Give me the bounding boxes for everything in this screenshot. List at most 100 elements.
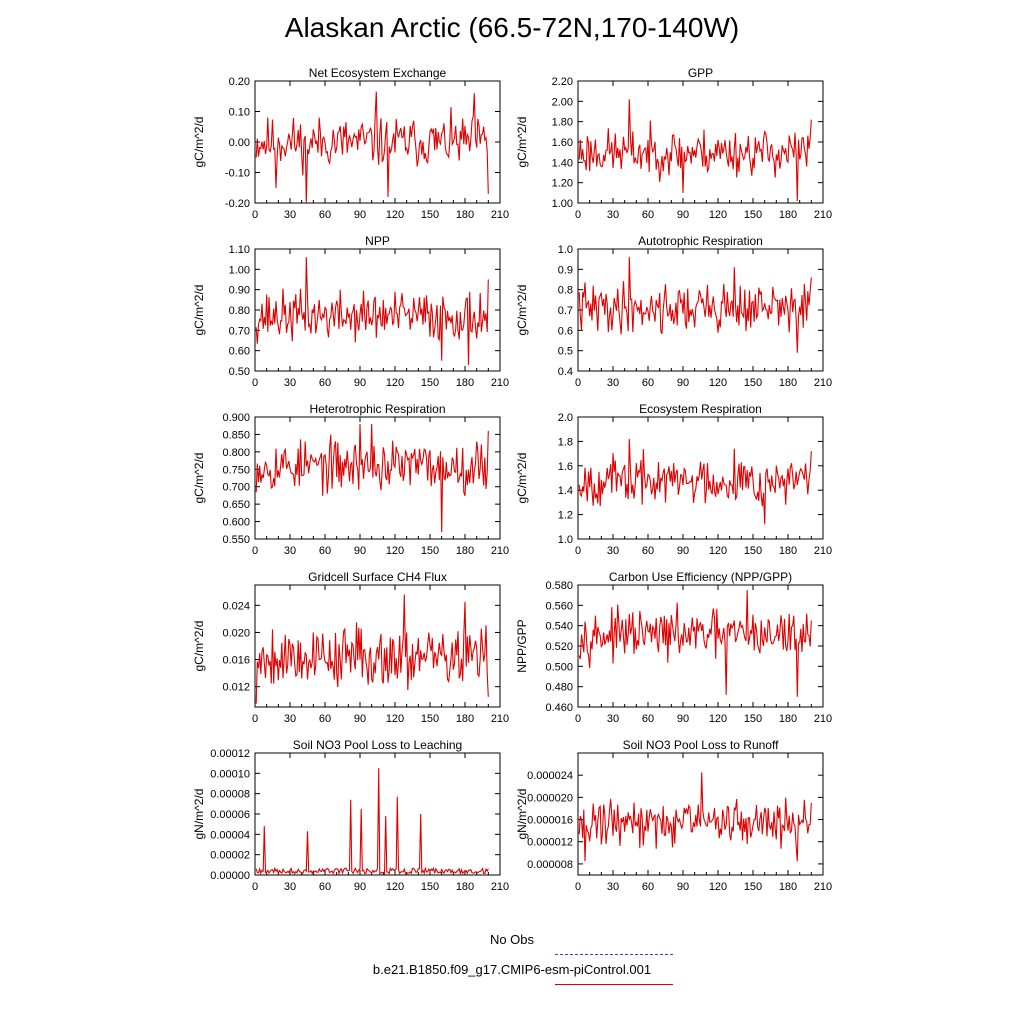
- plot-frame: [577, 752, 824, 876]
- x-tick-label: 0: [575, 209, 581, 221]
- x-tick-label: 150: [744, 377, 762, 389]
- x-tick-label: 0: [252, 713, 258, 725]
- y-tick-label: 0.6: [558, 325, 573, 337]
- y-tick-label: 0.540: [545, 621, 573, 633]
- x-tick-label: 180: [456, 377, 474, 389]
- x-tick-label: 0: [252, 881, 258, 893]
- y-tick-label: 0.480: [545, 682, 573, 694]
- y-tick-label: 0.520: [545, 641, 573, 653]
- x-tick-label: 120: [709, 881, 727, 893]
- plot-frame: [577, 416, 824, 540]
- x-tick-label: 0: [252, 377, 258, 389]
- y-tick-label: 0.000012: [527, 837, 573, 849]
- x-tick-label: 150: [744, 209, 762, 221]
- legend-obs-line: [555, 954, 673, 955]
- x-tick-label: 30: [607, 713, 619, 725]
- x-tick-label: 150: [744, 713, 762, 725]
- x-tick-label: 210: [814, 209, 832, 221]
- y-tick-label: 0.00000: [210, 870, 250, 882]
- x-tick-label: 120: [386, 881, 404, 893]
- y-tick-label: 0.500: [545, 661, 573, 673]
- page-title: Alaskan Arctic (66.5-72N,170-140W): [284, 12, 740, 43]
- y-tick-label: 1.0: [558, 534, 573, 546]
- x-tick-label: 120: [709, 545, 727, 557]
- y-tick-label: 0.750: [222, 464, 250, 476]
- x-tick-label: 120: [386, 545, 404, 557]
- y-tick-label: 0.000024: [527, 770, 573, 782]
- x-tick-label: 60: [319, 209, 331, 221]
- x-tick-label: 30: [607, 881, 619, 893]
- x-tick-label: 150: [421, 377, 439, 389]
- panel-title: Carbon Use Efficiency (NPP/GPP): [609, 570, 792, 584]
- series-line: [255, 423, 489, 533]
- x-tick-label: 180: [456, 209, 474, 221]
- x-tick-label: 150: [421, 713, 439, 725]
- x-tick-label: 180: [779, 713, 797, 725]
- y-tick-label: 0.00: [229, 137, 250, 149]
- x-tick-label: 60: [642, 881, 654, 893]
- y-tick-label: 1.40: [552, 157, 573, 169]
- x-tick-label: 90: [677, 545, 689, 557]
- x-tick-label: 120: [386, 713, 404, 725]
- x-tick-label: 90: [677, 377, 689, 389]
- y-tick-label: 0.800: [222, 447, 250, 459]
- y-tick-label: 1.0: [558, 244, 573, 256]
- plot-frame: [577, 584, 824, 708]
- x-tick-label: 30: [284, 881, 296, 893]
- x-tick-label: 0: [252, 545, 258, 557]
- x-tick-label: 120: [386, 209, 404, 221]
- x-tick-label: 180: [456, 545, 474, 557]
- y-tick-label: 0.9: [558, 264, 573, 276]
- x-tick-label: 150: [744, 545, 762, 557]
- y-tick-label: 0.70: [229, 325, 250, 337]
- y-tick-label: 1.6: [558, 461, 573, 473]
- y-tick-label: 0.580: [545, 580, 573, 592]
- y-tick-label: 0.700: [222, 482, 250, 494]
- x-tick-label: 60: [319, 377, 331, 389]
- legend-model-label: b.e21.B1850.f09_g17.CMIP6-esm-piControl.…: [372, 962, 652, 977]
- y-tick-label: 0.012: [222, 682, 250, 694]
- y-tick-label: 0.4: [558, 366, 573, 378]
- y-tick-label: 0.20: [229, 76, 250, 88]
- panel-title: Ecosystem Respiration: [639, 402, 762, 416]
- x-tick-label: 60: [319, 881, 331, 893]
- x-tick-label: 180: [779, 377, 797, 389]
- x-tick-label: 210: [491, 881, 509, 893]
- plot-frame: [254, 584, 501, 708]
- panel-title: GPP: [688, 66, 713, 80]
- y-tick-label: 0.000020: [527, 792, 573, 804]
- y-tick-label: -0.20: [225, 198, 250, 210]
- x-tick-label: 30: [284, 377, 296, 389]
- x-tick-label: 210: [814, 377, 832, 389]
- y-tick-label: 1.2: [558, 510, 573, 522]
- x-tick-label: 90: [354, 377, 366, 389]
- y-tick-label: 0.90: [229, 285, 250, 297]
- series-line: [255, 768, 489, 876]
- y-tick-label: 1.60: [552, 137, 573, 149]
- y-tick-label: 2.00: [552, 96, 573, 108]
- x-tick-label: 30: [607, 209, 619, 221]
- y-tick-label: 0.550: [222, 534, 250, 546]
- y-tick-label: 1.8: [558, 436, 573, 448]
- y-tick-label: 0.460: [545, 702, 573, 714]
- series-line: [255, 594, 489, 704]
- x-tick-label: 150: [421, 209, 439, 221]
- series-line: [255, 91, 489, 204]
- x-tick-label: 60: [642, 545, 654, 557]
- series-line: [578, 772, 812, 862]
- x-tick-label: 180: [456, 713, 474, 725]
- y-tick-label: 0.10: [229, 107, 250, 119]
- y-tick-label: 0.016: [222, 655, 250, 667]
- x-tick-label: 30: [607, 377, 619, 389]
- x-tick-label: 60: [319, 545, 331, 557]
- y-tick-label: 2.0: [558, 412, 573, 424]
- x-tick-label: 0: [575, 713, 581, 725]
- x-tick-label: 90: [354, 545, 366, 557]
- panel-title: Soil NO3 Pool Loss to Runoff: [623, 738, 780, 752]
- x-tick-label: 90: [354, 881, 366, 893]
- panel-title: Autotrophic Respiration: [638, 234, 763, 248]
- series-line: [578, 99, 812, 202]
- x-tick-label: 150: [421, 545, 439, 557]
- x-tick-label: 0: [252, 209, 258, 221]
